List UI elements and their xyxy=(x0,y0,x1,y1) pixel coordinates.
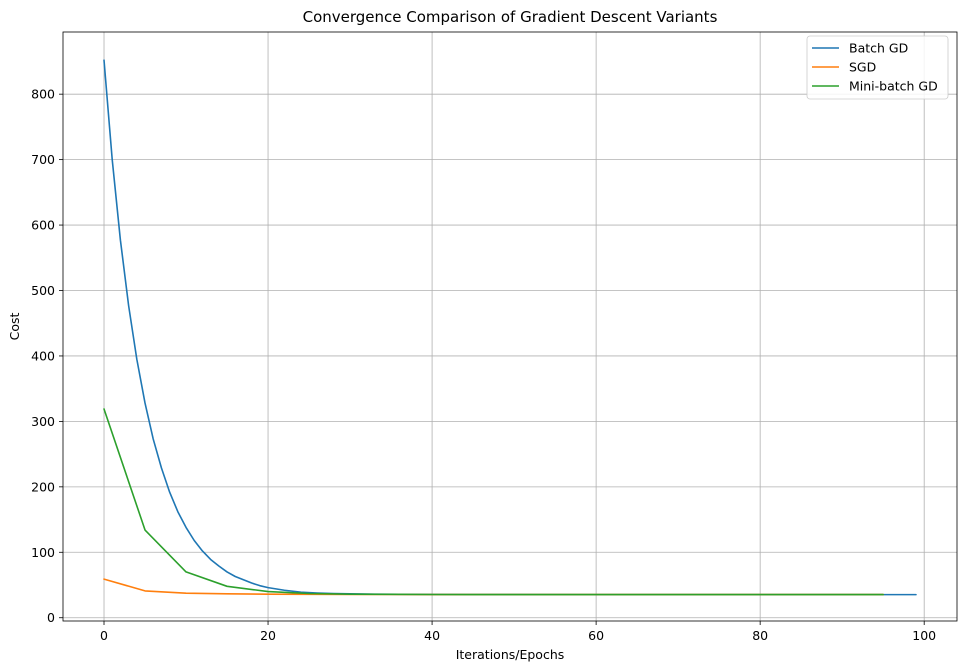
x-tick-label: 80 xyxy=(752,628,768,643)
x-tick-label: 20 xyxy=(260,628,276,643)
series-line-mini-batch-gd xyxy=(103,408,884,596)
series-lines xyxy=(103,59,917,596)
y-tick-label: 300 xyxy=(31,414,55,429)
y-tick-label: 0 xyxy=(47,610,55,625)
x-axis-label: Iterations/Epochs xyxy=(456,647,565,662)
y-tick-label: 600 xyxy=(31,218,55,233)
y-axis-label: Cost xyxy=(7,313,22,341)
x-tick-label: 60 xyxy=(588,628,604,643)
axis-ticks: 0 20 40 60 80 100 0 100 200 300 400 500 600 700 800 xyxy=(31,87,936,643)
y-tick-label: 100 xyxy=(31,545,55,560)
y-tick-label: 800 xyxy=(31,87,55,102)
x-tick-label: 0 xyxy=(100,628,108,643)
legend-box xyxy=(806,35,949,100)
grid xyxy=(63,32,957,621)
legend: Batch GD SGD Mini-batch GD xyxy=(806,35,949,100)
chart-title: Convergence Comparison of Gradient Desce… xyxy=(303,8,718,26)
x-tick-label: 40 xyxy=(424,628,440,643)
x-tick-label: 100 xyxy=(912,628,936,643)
y-tick-label: 500 xyxy=(31,283,55,298)
y-tick-label: 400 xyxy=(31,348,55,363)
y-tick-label: 700 xyxy=(31,152,55,167)
plot-area-frame xyxy=(62,31,958,622)
legend-entry-label: SGD xyxy=(849,60,876,75)
y-tick-label: 200 xyxy=(31,479,55,494)
legend-entry-label: Batch GD xyxy=(849,41,908,56)
legend-entry-label: Mini-batch GD xyxy=(849,79,938,94)
